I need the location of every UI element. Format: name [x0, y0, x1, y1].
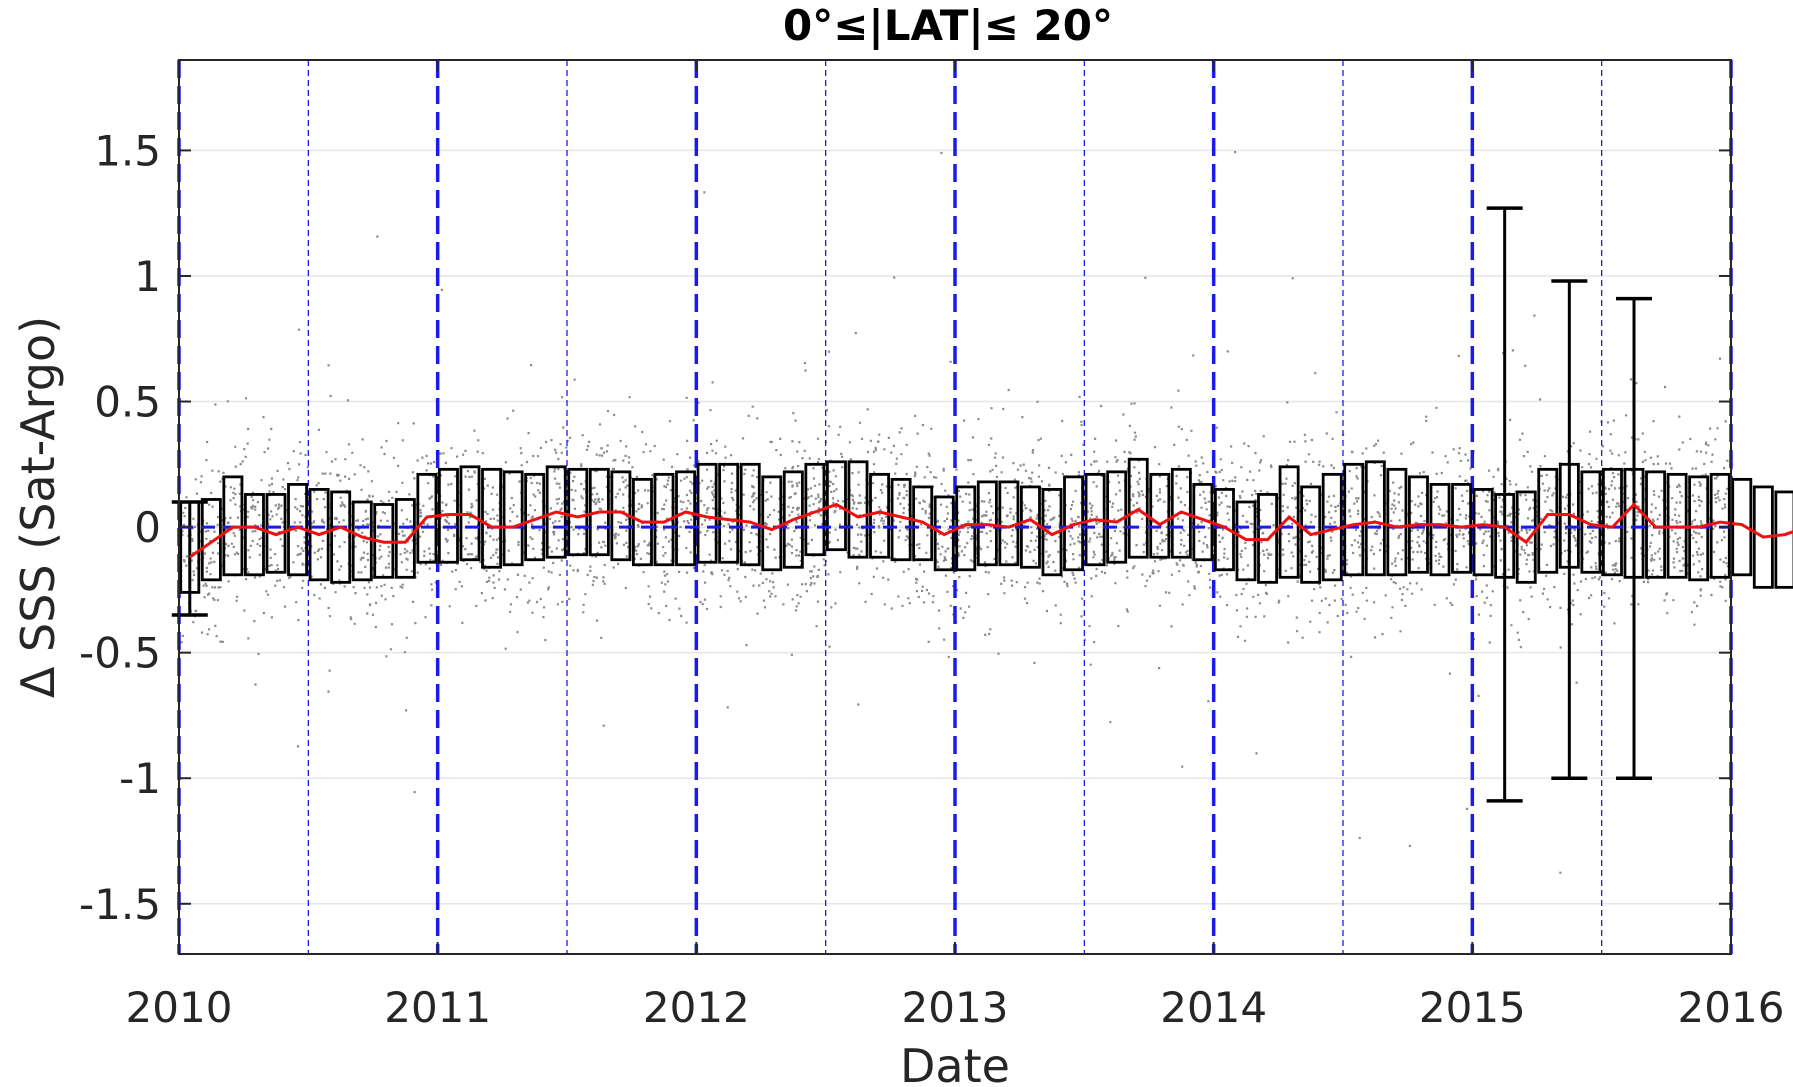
box	[1601, 467, 1623, 577]
box	[782, 470, 804, 569]
box	[675, 470, 697, 567]
box	[545, 465, 567, 559]
box	[394, 498, 416, 579]
box	[200, 498, 222, 582]
box	[1731, 477, 1753, 577]
box	[933, 495, 955, 572]
whiskers	[171, 206, 1652, 803]
box	[1364, 460, 1386, 577]
box	[653, 472, 675, 567]
box	[761, 475, 783, 572]
box	[696, 462, 718, 564]
x-axis-label: Date	[900, 1039, 1010, 1087]
y-tick-label: -0.5	[79, 629, 161, 678]
x-axis-ticks: 2010 2011 2012 2013 2014 2015 2016	[126, 60, 1785, 1032]
box	[1645, 470, 1667, 579]
box	[739, 462, 761, 567]
box	[308, 488, 330, 582]
box	[481, 467, 503, 569]
box	[1213, 488, 1235, 572]
y-axis-label: Δ SSS (Sat-Argo)	[11, 316, 65, 698]
box	[1386, 467, 1408, 577]
box	[1580, 470, 1602, 574]
box	[265, 493, 287, 574]
y-tick-label: 0	[134, 503, 161, 552]
box	[1774, 490, 1793, 589]
box	[1451, 482, 1473, 574]
box	[502, 470, 524, 567]
x-tick-label: 2015	[1419, 983, 1526, 1032]
y-tick-label: 1.5	[94, 126, 161, 175]
box	[1537, 467, 1559, 574]
y-tick-label: 0.5	[94, 378, 161, 427]
box	[869, 472, 891, 559]
box	[912, 485, 934, 562]
box	[1127, 457, 1149, 559]
x-tick-label: 2011	[384, 983, 491, 1032]
box	[718, 462, 740, 564]
box	[330, 490, 352, 584]
x-tick-label: 2016	[1678, 983, 1785, 1032]
box	[1429, 482, 1451, 577]
box	[825, 460, 847, 552]
y-axis-ticks: 1.5 1 0.5 0 -0.5 -1 -1.5	[79, 126, 1731, 929]
box	[847, 460, 869, 559]
x-tick-label: 2012	[643, 983, 750, 1032]
y-tick-label: -1	[119, 754, 161, 803]
box	[1278, 465, 1300, 579]
x-tick-label: 2010	[126, 983, 233, 1032]
box	[351, 500, 373, 582]
median-line	[188, 502, 1793, 559]
box	[243, 493, 265, 577]
box	[1041, 488, 1063, 577]
box	[1170, 467, 1192, 559]
y-tick-label: -1.5	[79, 880, 161, 929]
y-tick-label: 1	[134, 252, 161, 301]
box	[1343, 462, 1365, 577]
box	[1472, 488, 1494, 577]
box	[1149, 472, 1171, 559]
x-tick-label: 2014	[1160, 983, 1267, 1032]
chart-title: 0°≤|LAT|≤ 20°	[783, 1, 1113, 50]
box	[416, 472, 438, 564]
plot-area	[171, 59, 1793, 955]
box	[1300, 485, 1322, 584]
box	[567, 467, 589, 557]
x-tick-label: 2013	[902, 983, 1009, 1032]
